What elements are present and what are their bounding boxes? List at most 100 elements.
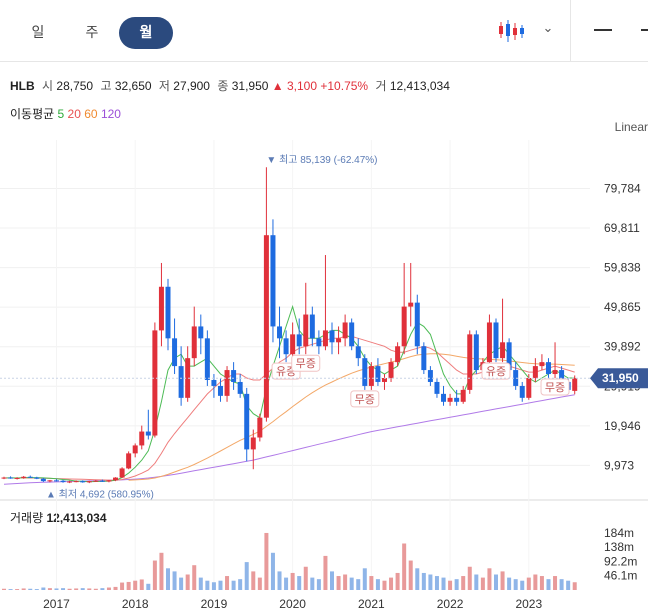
tab-day[interactable]: 일 xyxy=(31,25,45,41)
ma-legend-60: 60 xyxy=(84,107,98,121)
x-tick-label: 2017 xyxy=(43,597,70,611)
volume-bar xyxy=(93,588,98,590)
candlestick-icon[interactable] xyxy=(496,16,526,46)
volume-bar xyxy=(336,576,341,590)
ma-legend-20: 20 xyxy=(67,107,81,121)
candle-body xyxy=(27,476,33,478)
volume-bar xyxy=(408,560,413,590)
volume-bar xyxy=(494,574,498,590)
candle-body xyxy=(257,417,263,438)
y-tick-label: 59,838 xyxy=(604,261,641,275)
candle-body xyxy=(113,477,119,481)
volume-bar xyxy=(395,572,400,590)
volume-bar xyxy=(28,588,33,590)
volume-bar xyxy=(448,580,453,590)
candle-body xyxy=(368,366,374,386)
volume-bar xyxy=(454,579,459,590)
volume-bar xyxy=(500,571,505,590)
volume-bar xyxy=(8,589,13,590)
top-toolbar: 일 주 월 ⌄ xyxy=(0,0,648,62)
candle-body xyxy=(93,480,99,482)
candle-body xyxy=(1,477,7,479)
low-annotation: ▲ 최저 4,692 (580.95%) xyxy=(46,488,154,500)
candle-body xyxy=(40,478,46,482)
candle-body xyxy=(532,366,538,378)
scale-mode-label[interactable]: Linear xyxy=(614,120,648,134)
candle-body xyxy=(539,362,545,367)
volume-bar xyxy=(244,562,249,590)
volume-bar xyxy=(277,571,282,590)
volume-bar xyxy=(211,582,216,590)
candle-body xyxy=(322,330,328,347)
volume-bar xyxy=(106,587,111,590)
volume-bar xyxy=(303,566,308,590)
volume-bar xyxy=(369,576,374,590)
volume-bar xyxy=(323,555,328,590)
volume-bar xyxy=(513,579,518,590)
candle-body xyxy=(8,477,14,479)
y-tick-label: 9,973 xyxy=(604,458,634,472)
candle-body xyxy=(211,379,217,386)
volume-bar xyxy=(100,588,105,590)
low-label: 저 xyxy=(158,79,170,93)
candle-body xyxy=(244,393,250,450)
volume-bar xyxy=(21,588,26,590)
volume-bar xyxy=(61,588,66,590)
candle-body xyxy=(362,358,368,386)
line-tool-icon-2[interactable] xyxy=(641,29,648,31)
x-tick-label: 2020 xyxy=(279,597,306,611)
volume-bar xyxy=(257,577,262,590)
candle-body xyxy=(283,338,289,355)
tab-month[interactable]: 월 xyxy=(119,17,173,49)
y-tick-label: 69,811 xyxy=(604,221,640,235)
volume-tick-label: 138m xyxy=(604,540,634,554)
candle-body xyxy=(342,322,348,339)
candle-body xyxy=(572,378,578,391)
event-marker-label: 유증 xyxy=(276,365,296,378)
candle-body xyxy=(421,346,427,371)
volume-bar xyxy=(87,588,92,590)
x-tick-label: 2021 xyxy=(358,597,385,611)
candle-body xyxy=(401,306,407,347)
candle-body xyxy=(217,385,223,396)
candle-body xyxy=(224,370,230,396)
candle-body xyxy=(552,370,558,375)
volume-bar xyxy=(47,588,52,590)
candle-body xyxy=(414,302,420,347)
y-tick-label: 19,946 xyxy=(604,419,641,433)
current-price-label: 31,950 xyxy=(602,371,639,385)
volume-bar xyxy=(421,572,426,590)
volume-bar xyxy=(80,588,85,590)
volume-bar xyxy=(139,579,144,590)
candle-body xyxy=(67,481,73,483)
event-marker-label: 무증 xyxy=(355,393,375,406)
candle-body xyxy=(106,480,112,482)
close-value: 31,950 xyxy=(231,79,269,93)
event-marker-box xyxy=(540,378,570,396)
candle-body xyxy=(86,481,92,483)
candle-body xyxy=(73,481,79,483)
chevron-down-icon[interactable]: ⌄ xyxy=(542,21,554,36)
change-percent: +10.75% xyxy=(320,79,369,93)
volume-bar xyxy=(566,580,571,590)
moving-average-ma60 xyxy=(128,353,575,481)
volume-bar xyxy=(120,582,125,590)
volume-bar xyxy=(225,576,230,590)
y-tick-label: 79,784 xyxy=(604,181,641,195)
volume-bar xyxy=(349,577,354,590)
moving-average-ma120 xyxy=(3,394,575,485)
volume-bar xyxy=(172,571,177,590)
candle-body xyxy=(467,334,473,390)
volume-value: 12,413,034 xyxy=(389,79,450,93)
tab-week[interactable]: 주 xyxy=(85,25,99,41)
candle-body xyxy=(178,366,184,398)
line-tool-icon[interactable] xyxy=(594,29,612,31)
candle-body xyxy=(14,477,20,479)
volume-bar xyxy=(539,576,544,590)
candle-body xyxy=(270,235,276,327)
volume-bar xyxy=(375,579,380,590)
candle-body xyxy=(316,338,322,347)
candle-body xyxy=(303,314,309,347)
candle-body xyxy=(204,338,210,380)
